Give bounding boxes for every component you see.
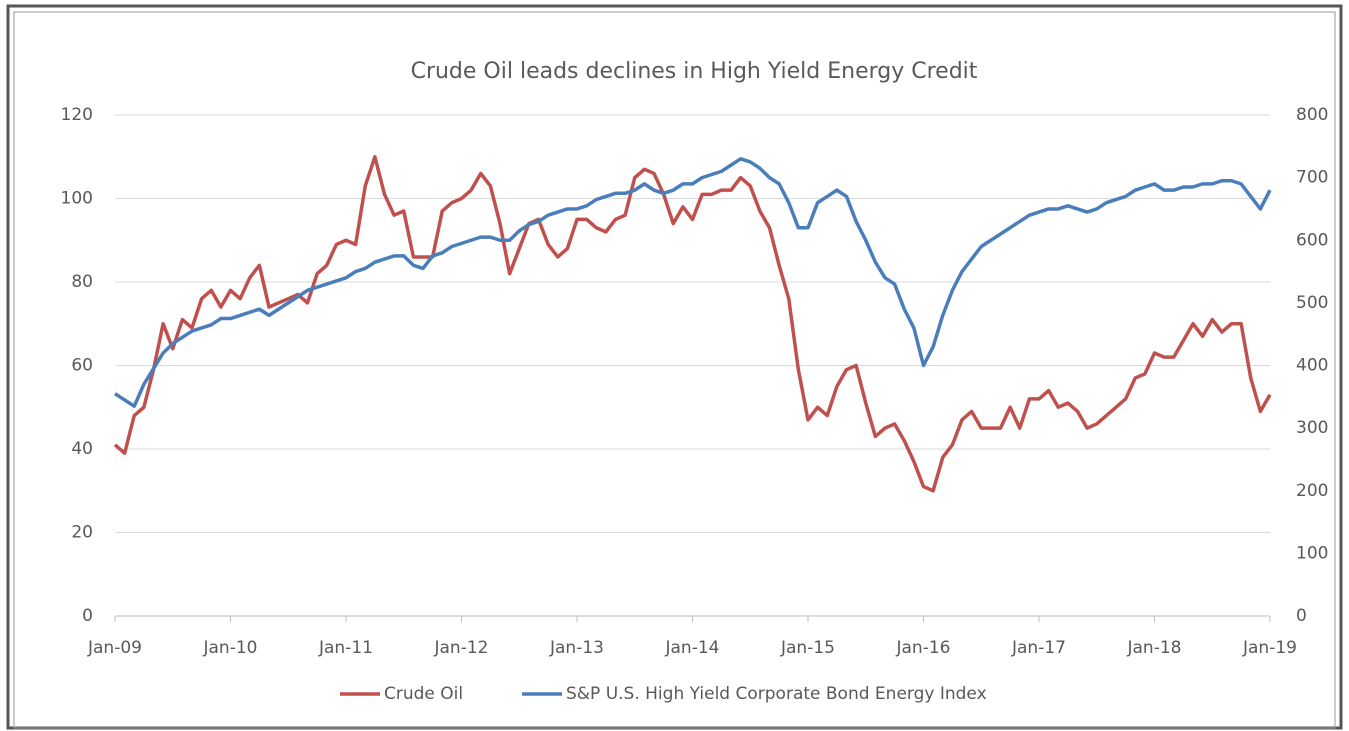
x-tick-label: Jan-14 bbox=[665, 638, 720, 658]
y2-tick-label: 200 bbox=[1296, 481, 1328, 501]
legend-label: S&P U.S. High Yield Corporate Bond Energ… bbox=[566, 684, 987, 704]
x-tick-label: Jan-15 bbox=[780, 638, 835, 658]
y-tick-label: 120 bbox=[61, 105, 93, 125]
y2-tick-label: 800 bbox=[1296, 105, 1328, 125]
x-tick-label: Jan-10 bbox=[203, 638, 258, 658]
series-line bbox=[113, 155, 1272, 493]
frame bbox=[6, 4, 1343, 730]
y-tick-label: 20 bbox=[71, 523, 93, 543]
x-tick-label: Jan-13 bbox=[549, 638, 604, 658]
y2-tick-label: 100 bbox=[1296, 543, 1328, 563]
x-tick-label: Jan-18 bbox=[1127, 638, 1182, 658]
legend: Crude Oil S&P U.S. High Yield Corporate B… bbox=[340, 684, 987, 704]
y-tick-label: 0 bbox=[82, 606, 93, 626]
chart-title: Crude Oil leads declines in High Yield E… bbox=[411, 59, 978, 84]
y2-tick-label: 700 bbox=[1296, 168, 1328, 188]
legend-label: Crude Oil bbox=[384, 684, 463, 704]
y-tick-label: 40 bbox=[71, 439, 93, 459]
series-line bbox=[114, 157, 1272, 408]
x-tick-label: Jan-12 bbox=[434, 638, 489, 658]
x-tick-label: Jan-19 bbox=[1242, 638, 1297, 658]
y-tick-label: 80 bbox=[71, 272, 93, 292]
x-tick-label: Jan-11 bbox=[318, 638, 373, 658]
y2-tick-label: 500 bbox=[1296, 293, 1328, 313]
y-tick-label: 100 bbox=[61, 189, 93, 209]
inner-frame bbox=[13, 11, 1336, 729]
y2-tick-label: 400 bbox=[1296, 356, 1328, 376]
y2-tick-label: 0 bbox=[1296, 606, 1307, 626]
y-tick-label: 60 bbox=[71, 356, 93, 376]
x-tick-label: Jan-16 bbox=[896, 638, 951, 658]
x-tick-label: Jan-17 bbox=[1011, 638, 1066, 658]
x-tick-label: Jan-09 bbox=[87, 638, 142, 658]
y2-tick-label: 600 bbox=[1296, 230, 1328, 250]
y2-tick-label: 300 bbox=[1296, 418, 1328, 438]
